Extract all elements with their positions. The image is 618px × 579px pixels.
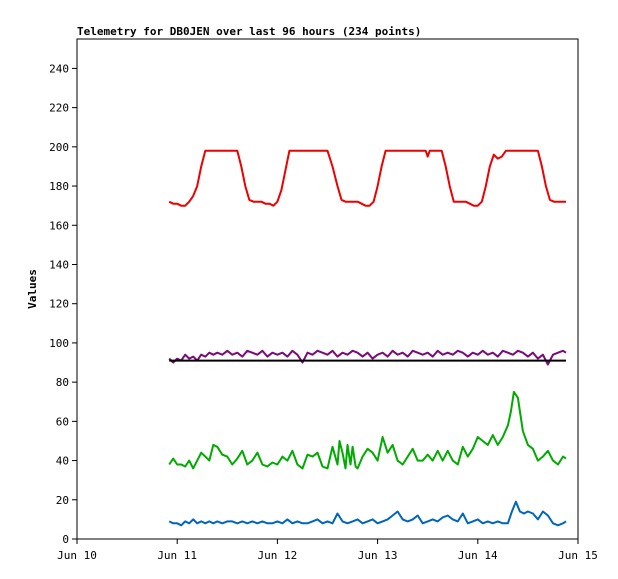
plot-frame [76, 38, 579, 540]
y-tick-label: 100 [49, 337, 69, 350]
series-line-3 [168, 390, 567, 470]
y-tick-label: 120 [49, 298, 69, 311]
y-tick-label: 160 [49, 219, 69, 232]
y-tick-label: 0 [62, 533, 69, 546]
x-tick-label: Jun 15 [558, 549, 598, 562]
x-tick-label: Jun 13 [358, 549, 398, 562]
x-tick-label: Jun 11 [157, 549, 197, 562]
y-tick-label: 200 [49, 141, 69, 154]
chart-title: Telemetry for DB0JEN over last 96 hours … [77, 25, 421, 38]
series-line-0 [168, 149, 566, 207]
y-tick-label: 240 [49, 62, 69, 75]
series-line-4 [168, 500, 567, 527]
axis-layer: 0 20 40 60 80 100 120 140 160 180 200 220 240 Jun 10 J… [49, 62, 598, 562]
series-layer [168, 149, 567, 527]
x-tick-label: Jun 12 [258, 549, 298, 562]
y-tick-label: 60 [56, 415, 69, 428]
y-tick-label: 40 [56, 455, 69, 468]
x-tick-label: Jun 10 [57, 549, 97, 562]
y-tick-label: 20 [56, 494, 69, 507]
y-tick-label: 220 [49, 102, 69, 115]
series-line-1 [168, 349, 567, 366]
x-tick-label: Jun 14 [458, 549, 498, 562]
y-axis-label: Values [26, 269, 39, 309]
y-tick-label: 140 [49, 258, 69, 271]
y-tick-label: 80 [56, 376, 69, 389]
y-tick-label: 180 [49, 180, 69, 193]
